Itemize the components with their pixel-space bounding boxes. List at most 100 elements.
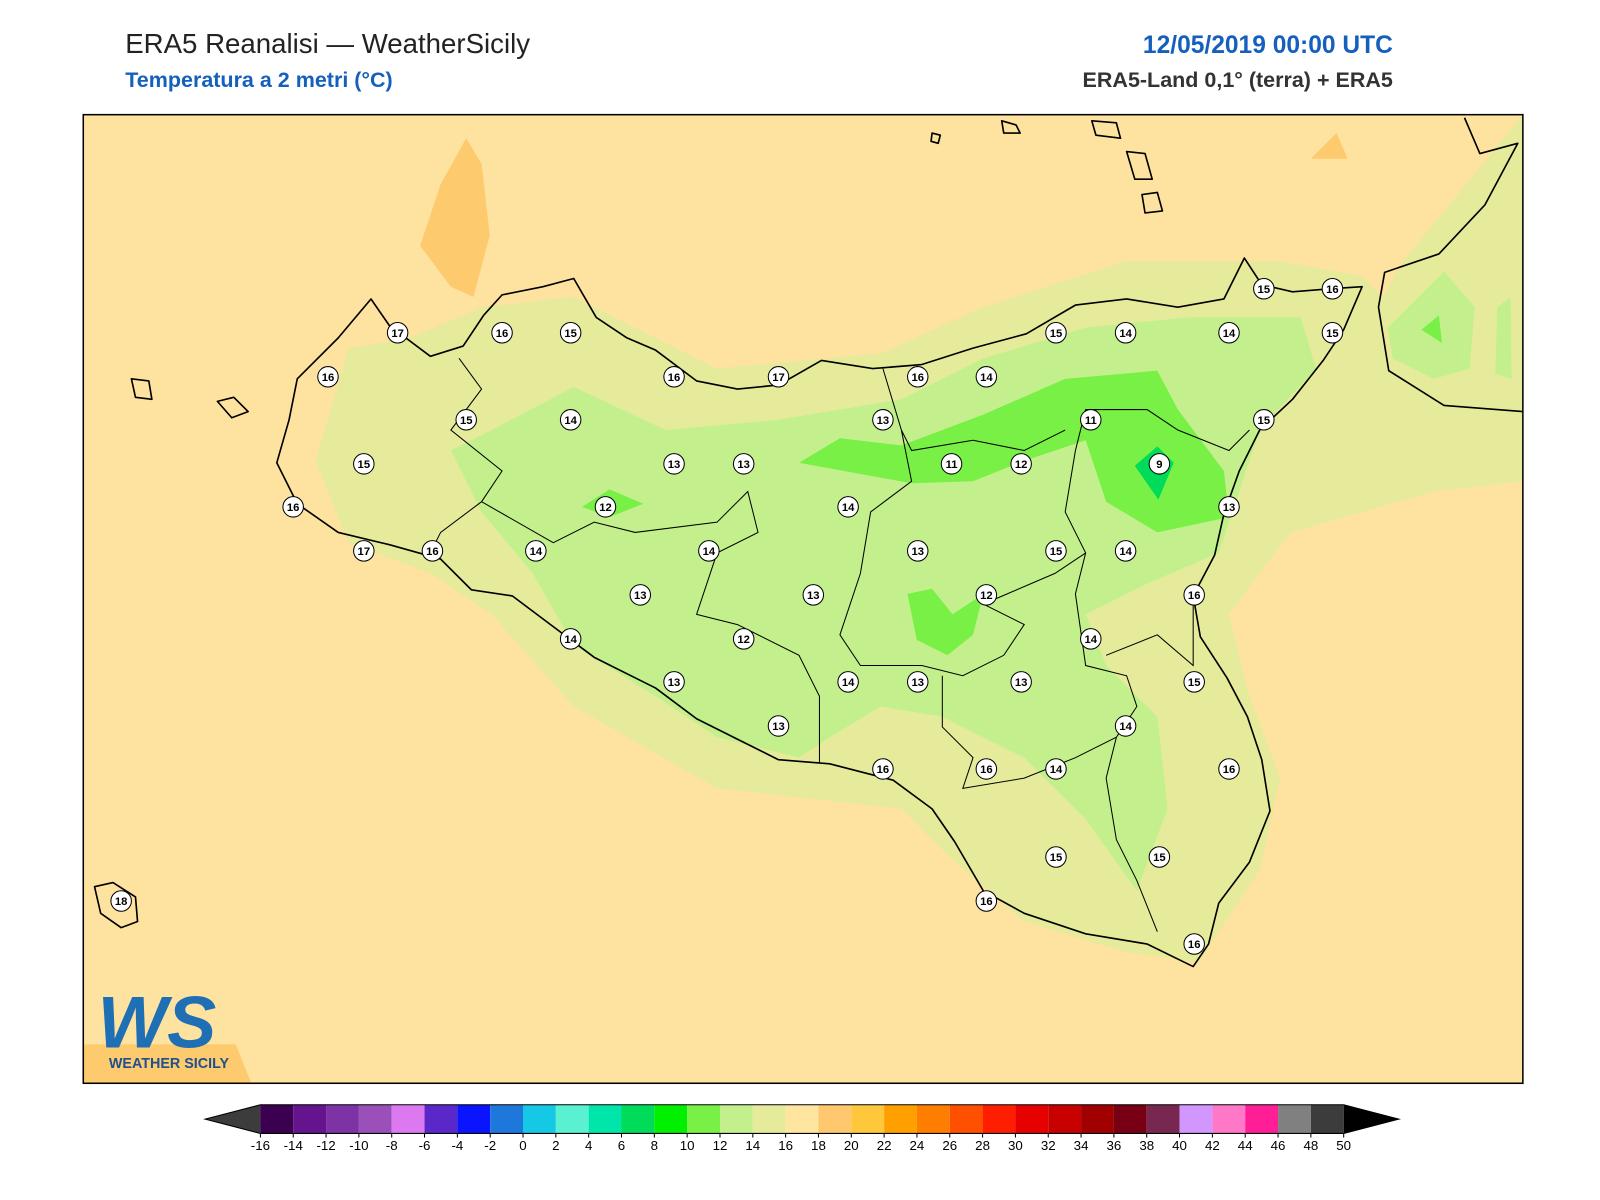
colorbar-tick-label: 38 — [1139, 1138, 1154, 1153]
source: ERA5-Land 0,1° (terra) + ERA5 — [1083, 68, 1393, 92]
colorbar-segment — [654, 1104, 688, 1134]
colorbar-tick-label: -6 — [419, 1138, 431, 1153]
station-value: 15 — [1188, 677, 1201, 689]
colorbar-segment — [523, 1104, 556, 1134]
colorbar-over — [1343, 1104, 1399, 1134]
islands — [93, 120, 1164, 929]
title: ERA5 Reanalisi — WeatherSicily — [125, 28, 530, 59]
colorbar-segment — [1015, 1104, 1049, 1134]
station-marker — [940, 453, 963, 475]
colorbar-tick-label: 16 — [778, 1138, 793, 1153]
station-value: 13 — [807, 590, 820, 602]
colorbar-segment — [1048, 1104, 1082, 1134]
colorbar-tick-label: 30 — [1008, 1138, 1023, 1153]
station-marker — [837, 671, 859, 693]
colorbar-under — [205, 1104, 261, 1134]
station-value: 16 — [287, 502, 300, 514]
station-value: 14 — [564, 415, 577, 427]
colorbar-tick-label: -2 — [484, 1138, 496, 1153]
station-marker — [663, 366, 685, 388]
colorbar-tick-label: -12 — [316, 1138, 335, 1153]
station-marker — [559, 322, 582, 344]
station-marker — [1218, 322, 1240, 344]
station-marker — [872, 758, 894, 780]
contour-warm — [1310, 133, 1348, 159]
station-value: 17 — [358, 546, 371, 558]
station-value: 12 — [737, 634, 750, 646]
colorbar-tick-label: 26 — [942, 1138, 957, 1153]
colorbar-segment — [1113, 1104, 1147, 1134]
station-marker — [353, 540, 375, 562]
colorbar-tick-label: 0 — [519, 1138, 526, 1153]
map-frame — [82, 113, 1524, 1085]
station-marker — [1253, 409, 1275, 431]
station-value: 9 — [1156, 459, 1162, 471]
colorbar-segment — [719, 1104, 753, 1134]
station-value: 17 — [772, 372, 785, 384]
colorbar-segment — [1179, 1104, 1213, 1134]
station-value: 14 — [842, 502, 855, 514]
station-marker — [1148, 453, 1171, 475]
station-marker — [906, 366, 929, 388]
station-value: 13 — [911, 546, 924, 558]
colorbar-tick-label: 32 — [1041, 1138, 1056, 1153]
colorbar-tick-label: 34 — [1074, 1138, 1089, 1153]
station-marker — [1114, 715, 1137, 737]
station-value: 14 — [564, 634, 577, 646]
colorbar-tick-label: 10 — [680, 1138, 695, 1153]
station-value: 13 — [634, 590, 647, 602]
station-marker — [872, 409, 894, 431]
colorbar-segment — [752, 1104, 786, 1134]
colorbar-tick-label: -14 — [284, 1138, 303, 1153]
colorbar-segment — [555, 1104, 589, 1134]
station-marker — [1183, 671, 1205, 693]
station-marker — [110, 890, 132, 912]
station-marker — [732, 453, 755, 475]
station-marker — [559, 628, 582, 650]
station-marker — [975, 366, 998, 388]
logo-mark: WS — [98, 980, 217, 1063]
station-marker — [1253, 277, 1275, 300]
station-value: 12 — [1015, 459, 1028, 471]
station-marker — [317, 366, 339, 388]
station-marker — [1045, 758, 1067, 780]
station-value: 15 — [1326, 328, 1339, 340]
station-marker — [906, 671, 929, 693]
station-value: 15 — [1153, 852, 1166, 864]
station-value: 16 — [980, 764, 993, 776]
station-value: 12 — [980, 590, 993, 602]
colorbar-segment — [884, 1104, 917, 1134]
station-marker — [594, 496, 617, 518]
station-marker — [353, 453, 375, 475]
contour-10-12 — [798, 370, 1230, 533]
station-marker — [1045, 540, 1067, 562]
station-value: 14 — [703, 546, 716, 558]
colorbar-segment — [1081, 1104, 1114, 1134]
colorbar-tick-label: 50 — [1336, 1138, 1351, 1153]
station-marker — [802, 584, 825, 606]
colorbar-segment — [391, 1104, 425, 1134]
station-marker — [559, 409, 582, 431]
colorbar-tick-label: 28 — [975, 1138, 990, 1153]
station-marker — [1148, 846, 1171, 868]
colorbar-tick-label: 46 — [1271, 1138, 1286, 1153]
stations: 17 16 15 16 15 14 15 16 17 16 16 17 13 13 12 14 14 13 14 12… — [110, 277, 1344, 955]
station-value: 16 — [980, 896, 993, 908]
station-marker — [491, 322, 513, 344]
colorbar-tick-label: 40 — [1172, 1138, 1187, 1153]
station-value: 15 — [1050, 328, 1063, 340]
station-marker — [455, 409, 477, 431]
station-value: 16 — [668, 372, 681, 384]
datetime: 12/05/2019 00:00 UTC — [1143, 32, 1393, 59]
station-marker — [282, 496, 304, 518]
colorbar-tick-label: 24 — [910, 1138, 925, 1153]
colorbar-tick-label: 14 — [745, 1138, 760, 1153]
station-value: 16 — [1326, 284, 1339, 296]
station-value: 16 — [877, 764, 890, 776]
station-marker — [1321, 277, 1344, 300]
station-marker — [975, 890, 998, 912]
station-marker — [1218, 496, 1240, 518]
station-value: 16 — [1188, 590, 1201, 602]
